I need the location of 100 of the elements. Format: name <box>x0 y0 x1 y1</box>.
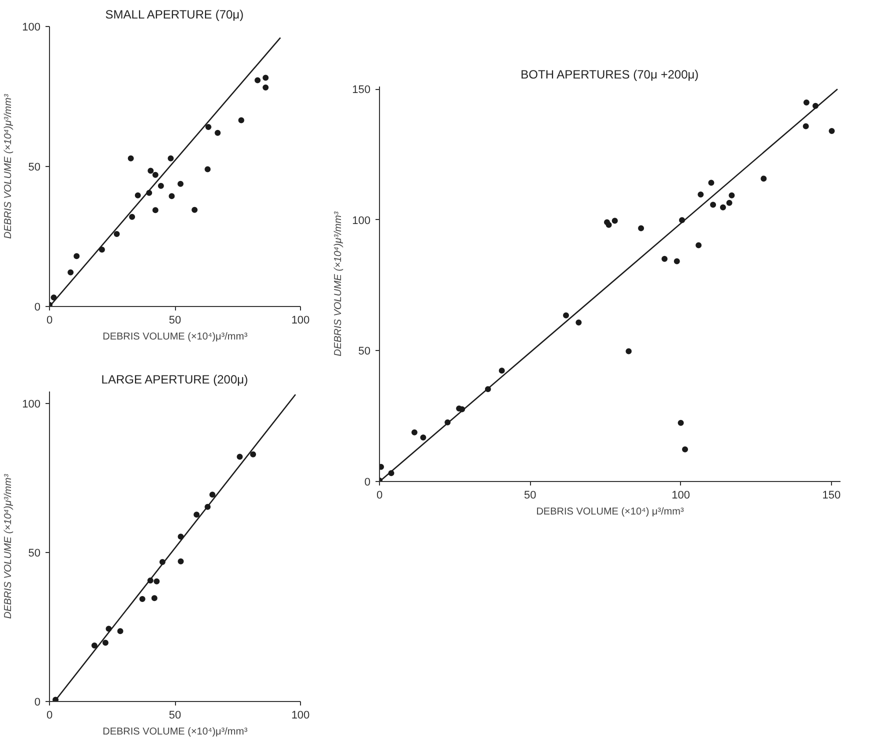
point <box>151 595 158 602</box>
point <box>606 222 612 228</box>
point <box>114 230 120 237</box>
point <box>102 640 108 646</box>
point <box>159 559 166 565</box>
point <box>154 578 160 584</box>
y-axis-title: DEBRIS VOLUME (×10⁴)μ³/mm³ <box>3 474 14 619</box>
point <box>674 258 680 264</box>
point <box>498 368 505 374</box>
y-tick-label: 0 <box>34 696 41 708</box>
point <box>204 504 211 510</box>
point <box>802 123 809 130</box>
point <box>152 207 158 214</box>
y-axis-title: DEBRIS VOLUME (×10⁴)μ³/mm³ <box>3 94 14 239</box>
point <box>812 102 818 109</box>
x-tick-label: 0 <box>46 710 53 722</box>
point <box>803 99 810 106</box>
point <box>484 386 491 392</box>
point <box>214 130 221 136</box>
point <box>726 200 732 206</box>
point <box>205 124 212 130</box>
point <box>98 246 105 253</box>
point <box>612 218 618 224</box>
point <box>209 492 216 498</box>
point <box>698 192 704 198</box>
point <box>178 558 184 564</box>
x-tick-label: 50 <box>168 710 182 722</box>
point <box>194 512 200 518</box>
point <box>828 128 835 134</box>
point <box>152 172 158 178</box>
point <box>168 193 175 200</box>
point <box>380 464 384 470</box>
y-tick-label: 50 <box>28 162 41 174</box>
y-tick-label: 150 <box>352 84 371 96</box>
point <box>720 204 726 210</box>
point <box>262 74 269 81</box>
chart-title: SMALL APERTURE (70μ) <box>105 8 244 22</box>
x-tick-label: 0 <box>46 314 53 326</box>
point <box>420 434 426 441</box>
point <box>168 155 174 162</box>
x-axis-title: DEBRIS VOLUME (×10⁴) μ³/mm³ <box>536 506 684 518</box>
point <box>106 626 112 632</box>
point <box>459 406 466 412</box>
x-tick-label: 100 <box>672 490 690 502</box>
point <box>68 269 74 276</box>
y-tick-label: 0 <box>34 302 41 314</box>
y-tick-label: 50 <box>28 547 41 560</box>
point <box>563 312 570 318</box>
x-tick-label: 0 <box>376 490 383 502</box>
point <box>148 168 154 174</box>
point <box>662 256 668 262</box>
point <box>388 470 394 476</box>
point <box>146 190 152 196</box>
point <box>250 451 256 458</box>
point <box>411 429 418 436</box>
point <box>129 214 136 220</box>
y-tick-label: 100 <box>22 22 41 34</box>
point <box>679 217 686 224</box>
x-axis-title: DEBRIS VOLUME (×10⁴)μ³/mm³ <box>102 332 248 342</box>
x-tick-label: 50 <box>168 314 182 326</box>
y-tick-label: 0 <box>364 476 371 488</box>
point <box>139 596 146 602</box>
point <box>74 253 80 260</box>
point <box>678 420 684 426</box>
point <box>91 642 98 648</box>
y-axis-title: DEBRIS VOLUME (×10⁴)μ³/mm³ <box>333 211 344 356</box>
point <box>178 180 184 187</box>
point <box>444 419 451 426</box>
point <box>710 202 716 208</box>
point <box>158 182 164 189</box>
chart-title: BOTH APERTURES (70μ +200μ) <box>520 68 699 82</box>
point <box>682 446 688 452</box>
x-tick-label: 100 <box>291 710 310 722</box>
point <box>134 192 141 198</box>
point <box>728 192 735 198</box>
point <box>638 225 644 232</box>
point <box>238 117 244 124</box>
point <box>708 180 714 186</box>
x-axis-title: DEBRIS VOLUME (×10⁴)μ³/mm³ <box>102 726 248 738</box>
point <box>576 319 582 326</box>
point <box>760 176 767 182</box>
x-tick-label: 50 <box>524 490 536 502</box>
x-tick-label: 150 <box>822 490 841 502</box>
point <box>626 348 632 354</box>
x-tick-label: 100 <box>291 314 310 326</box>
chart-title: LARGE APERTURE (200μ) <box>101 372 248 386</box>
point <box>236 454 243 460</box>
point <box>254 77 261 84</box>
point <box>52 696 59 702</box>
point <box>192 206 198 213</box>
point <box>178 534 184 540</box>
y-tick-label: 100 <box>22 398 41 410</box>
point <box>117 628 124 634</box>
y-tick-label: 100 <box>352 214 371 227</box>
point <box>204 166 211 172</box>
y-tick-label: 50 <box>358 346 371 358</box>
point <box>147 577 154 584</box>
point <box>128 155 134 162</box>
point <box>696 242 702 248</box>
point <box>50 294 57 301</box>
